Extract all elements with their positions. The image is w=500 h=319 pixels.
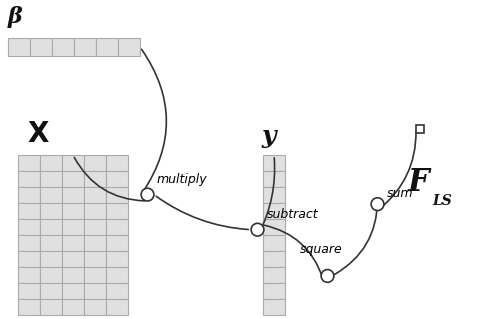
Bar [62, 187, 84, 203]
Bar [40, 171, 62, 187]
FancyArrowPatch shape [334, 201, 378, 275]
Bar [18, 155, 40, 171]
Bar [84, 203, 106, 219]
Bar [84, 251, 106, 267]
Bar [40, 155, 62, 171]
Circle shape [371, 198, 384, 211]
Text: sum: sum [387, 187, 413, 200]
Bar [40, 219, 62, 235]
Bar [62, 299, 84, 315]
Circle shape [251, 223, 264, 236]
Bar [18, 203, 40, 219]
Bar [263, 219, 285, 235]
Bar [40, 251, 62, 267]
Text: subtract: subtract [267, 208, 318, 221]
Bar [18, 235, 40, 251]
Bar [18, 267, 40, 283]
Bar [263, 235, 285, 251]
Bar [62, 219, 84, 235]
Bar [263, 155, 285, 171]
Bar [18, 187, 40, 203]
Bar [106, 299, 128, 315]
Bar [84, 187, 106, 203]
Bar [84, 283, 106, 299]
FancyArrowPatch shape [264, 225, 323, 278]
Text: y: y [261, 124, 276, 148]
Bar [62, 235, 84, 251]
Bar [40, 283, 62, 299]
Bar [84, 171, 106, 187]
Bar [18, 219, 40, 235]
Text: square: square [300, 242, 342, 256]
Text: LS: LS [432, 194, 452, 208]
Bar [263, 251, 285, 267]
Bar [118, 38, 140, 56]
FancyArrowPatch shape [380, 132, 416, 209]
FancyArrowPatch shape [74, 158, 144, 201]
Bar [106, 235, 128, 251]
Bar [40, 299, 62, 315]
Bar [40, 267, 62, 283]
Bar [263, 171, 285, 187]
Bar [263, 299, 285, 315]
Circle shape [141, 188, 154, 201]
Bar [18, 171, 40, 187]
Bar [416, 125, 424, 133]
Bar [84, 219, 106, 235]
Bar [62, 155, 84, 171]
Bar [62, 203, 84, 219]
Bar [74, 38, 96, 56]
Bar [263, 187, 285, 203]
Bar [62, 171, 84, 187]
Bar [62, 251, 84, 267]
Bar [52, 38, 74, 56]
Bar [106, 251, 128, 267]
Circle shape [321, 270, 334, 282]
Bar [8, 38, 30, 56]
Bar [106, 203, 128, 219]
Bar [62, 283, 84, 299]
Bar [18, 283, 40, 299]
Bar [84, 155, 106, 171]
Bar [84, 235, 106, 251]
Bar [62, 267, 84, 283]
Bar [263, 283, 285, 299]
FancyArrowPatch shape [156, 196, 248, 229]
Text: β: β [8, 6, 23, 28]
Bar [40, 203, 62, 219]
FancyArrowPatch shape [259, 158, 274, 234]
Bar [263, 203, 285, 219]
Bar [106, 219, 128, 235]
Bar [263, 267, 285, 283]
Bar [106, 267, 128, 283]
Bar [18, 299, 40, 315]
Bar [106, 283, 128, 299]
Bar [18, 251, 40, 267]
Bar [30, 38, 52, 56]
Text: multiply: multiply [157, 173, 208, 186]
Bar [40, 235, 62, 251]
Bar [84, 299, 106, 315]
Bar [40, 187, 62, 203]
Bar [96, 38, 118, 56]
Text: X: X [27, 120, 48, 148]
Bar [106, 171, 128, 187]
Bar [106, 187, 128, 203]
Bar [106, 155, 128, 171]
FancyArrowPatch shape [142, 49, 167, 192]
Text: F: F [408, 167, 430, 198]
Bar [84, 267, 106, 283]
